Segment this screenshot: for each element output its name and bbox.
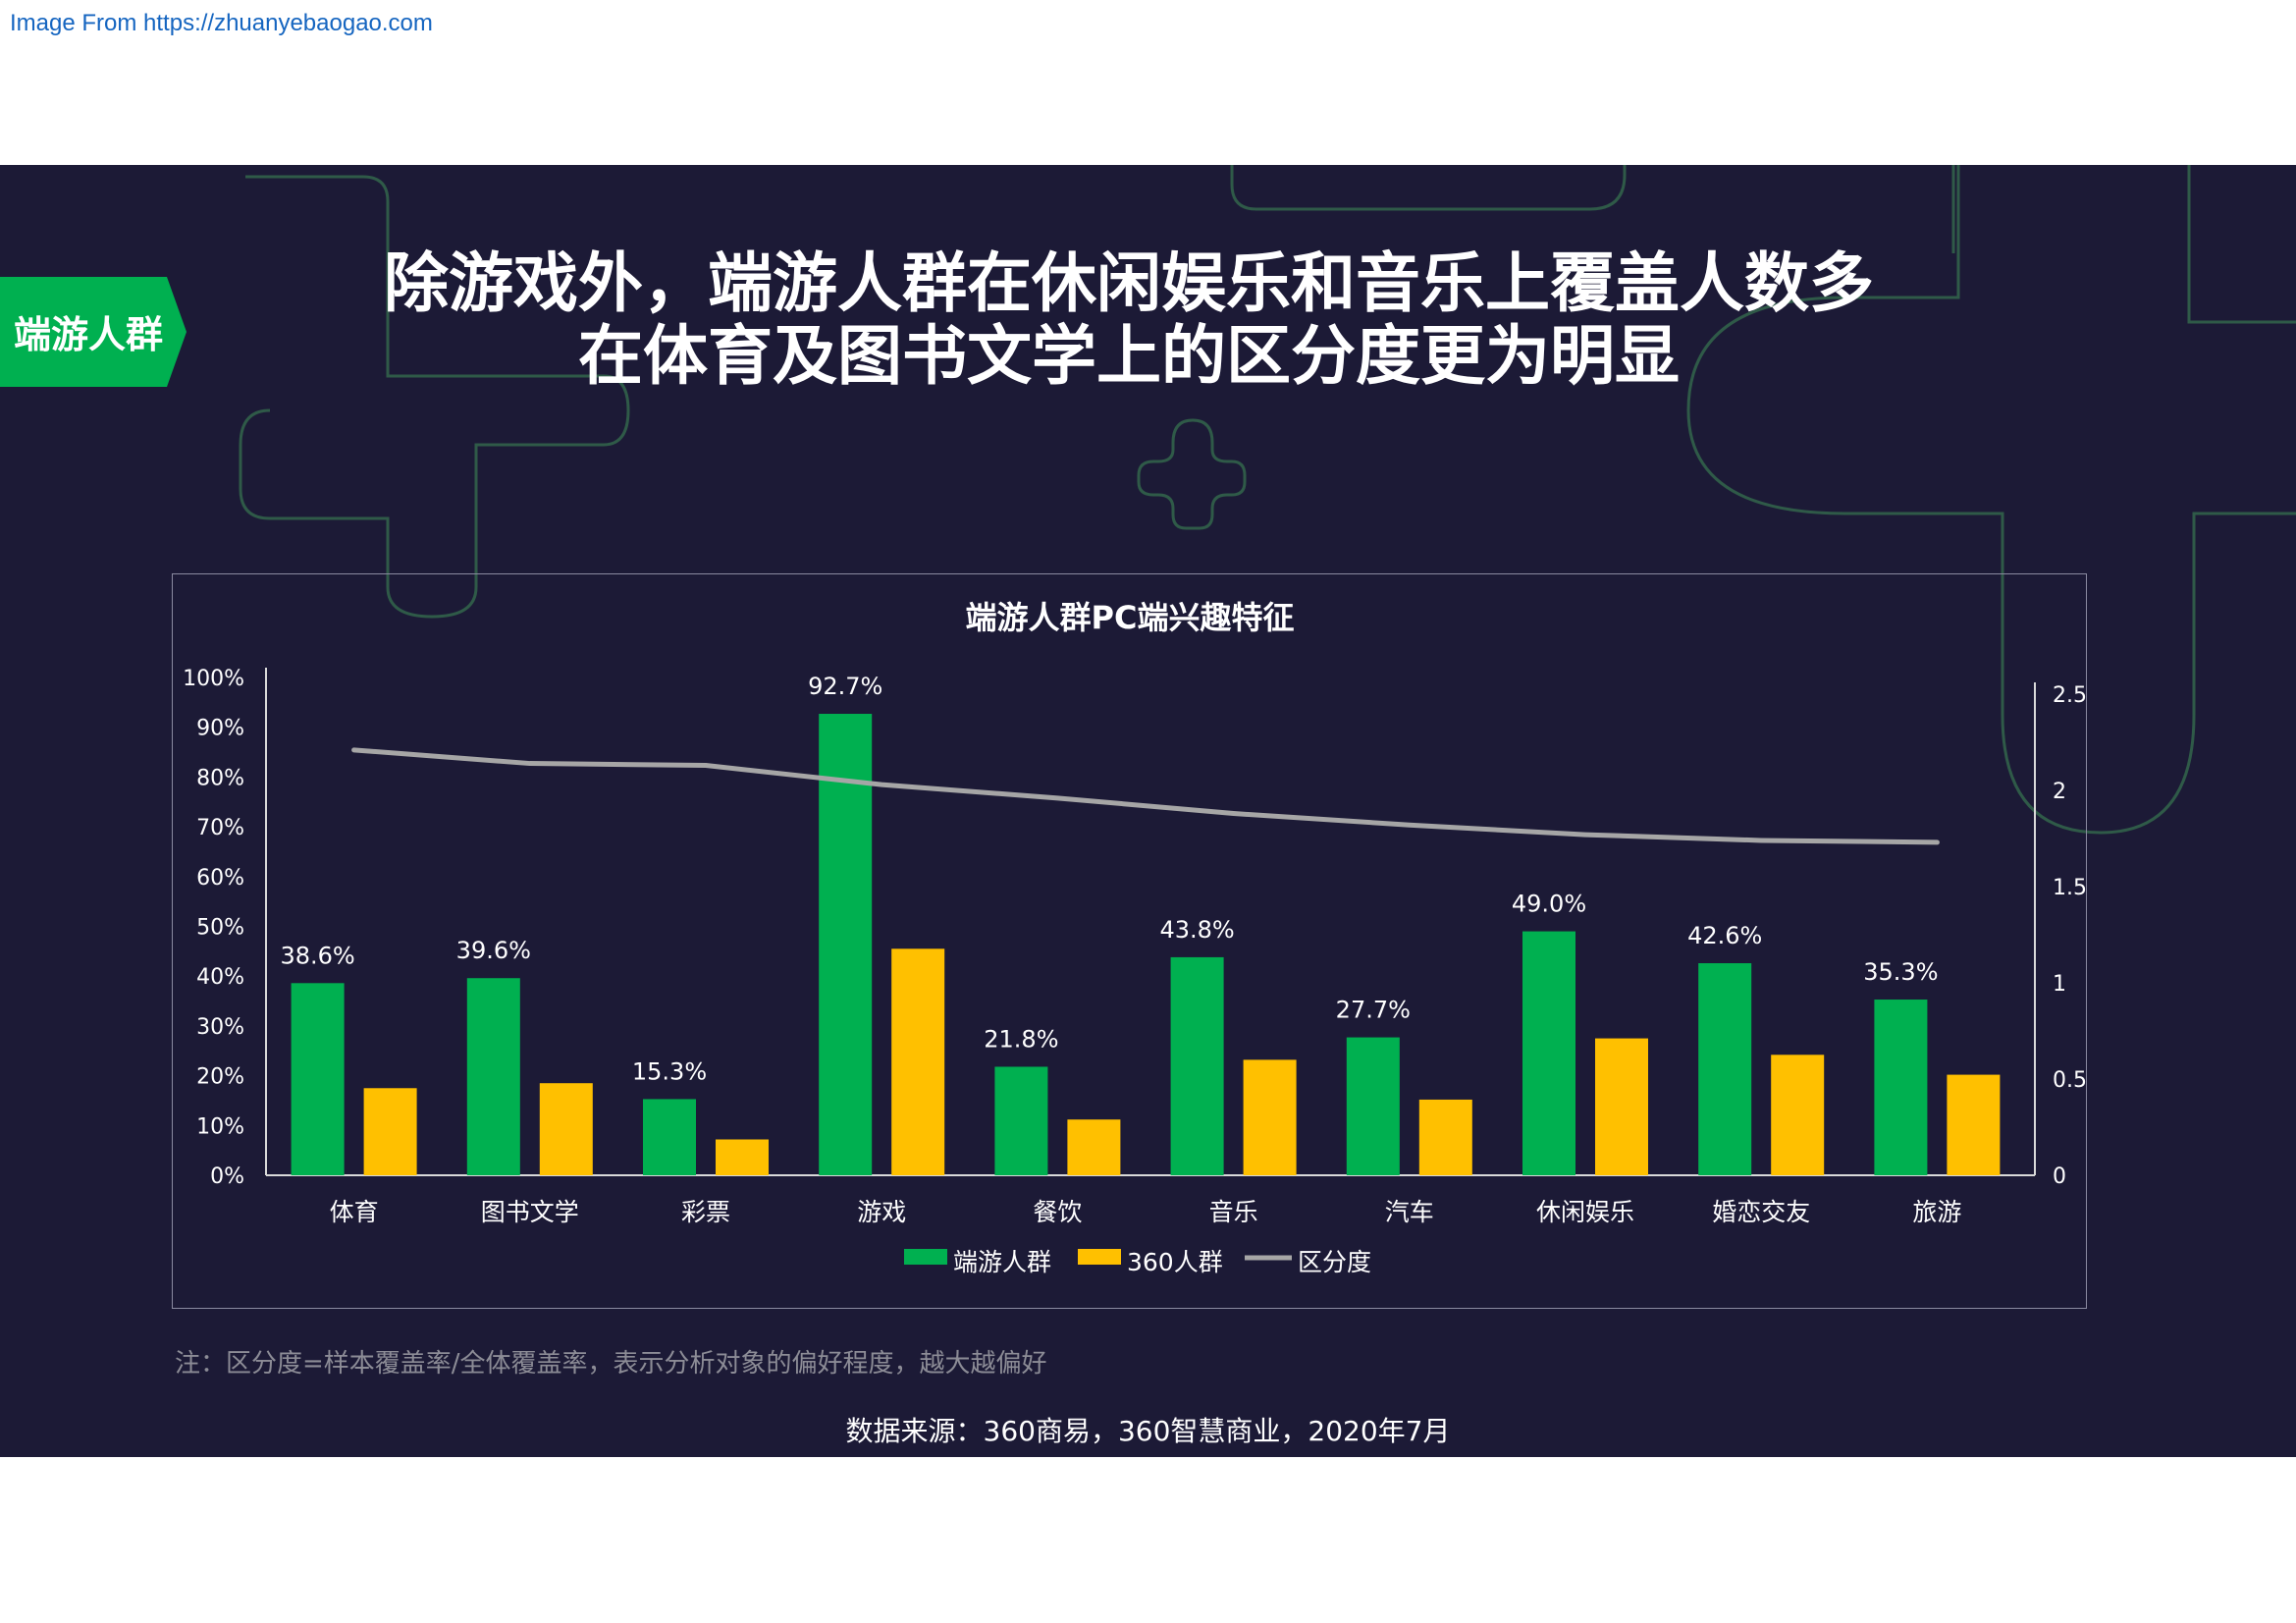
x-tick-label: 婚恋交友	[1712, 1198, 1810, 1226]
legend-label: 端游人群	[953, 1248, 1051, 1276]
bar-duanyou	[819, 714, 873, 1175]
bar-duanyou	[1522, 931, 1575, 1175]
report-slide: 端游人群 除游戏外，端游人群在休闲娱乐和音乐上覆盖人数多 在体育及图书文学上的区…	[0, 165, 2296, 1457]
x-tick-label: 汽车	[1385, 1198, 1434, 1226]
bar-data-label: 15.3%	[632, 1057, 707, 1085]
source-watermark[interactable]: Image From https://zhuanyebaogao.com	[10, 10, 433, 36]
bar-360	[539, 1083, 593, 1175]
y-left-tick-label: 30%	[196, 1015, 244, 1040]
y-right-tick-label: 0.5	[2053, 1068, 2087, 1093]
bar-duanyou	[1346, 1037, 1400, 1175]
x-tick-label: 餐饮	[1033, 1198, 1082, 1226]
bar-duanyou	[291, 983, 345, 1175]
bar-duanyou	[1874, 1000, 1928, 1175]
footnote: 注：区分度=样本覆盖率/全体覆盖率，表示分析对象的偏好程度，越大越偏好	[175, 1349, 1047, 1379]
x-tick-label: 音乐	[1209, 1198, 1258, 1226]
legend-swatch-360	[1078, 1249, 1121, 1265]
slide-headline: 除游戏外，端游人群在休闲娱乐和音乐上覆盖人数多 在体育及图书文学上的区分度更为明…	[294, 247, 1963, 393]
tag-label: 端游人群	[14, 313, 164, 356]
y-left-tick-label: 90%	[196, 717, 244, 741]
bar-360	[1243, 1059, 1297, 1175]
x-tick-label: 体育	[330, 1198, 379, 1226]
chart-panel: 端游人群PC端兴趣特征 0% 10% 20% 30% 40% 50% 60% 70% 80% 90%…	[172, 573, 2087, 1309]
bar-data-label: 39.6%	[456, 937, 531, 964]
y-right-tick-label: 2.5	[2053, 683, 2087, 708]
y-left-tick-label: 20%	[196, 1065, 244, 1090]
interest-chart: 端游人群PC端兴趣特征 0% 10% 20% 30% 40% 50% 60% 70% 80% 90%…	[183, 599, 2087, 1276]
bar-duanyou	[1698, 963, 1752, 1175]
x-tick-label: 彩票	[681, 1198, 730, 1226]
y-left-tick-label: 0%	[210, 1164, 244, 1189]
bar-360	[891, 948, 945, 1175]
tag-arrow-shape	[0, 277, 187, 387]
bar-duanyou	[994, 1066, 1048, 1175]
y-right-tick-label: 1.5	[2053, 876, 2087, 900]
bar-data-label: 92.7%	[808, 673, 882, 700]
y-left-tick-label: 70%	[196, 816, 244, 840]
bar-duanyou	[466, 978, 520, 1175]
x-tick-label: 图书文学	[481, 1198, 579, 1226]
y-right-tick-label: 1	[2053, 972, 2066, 997]
y-right-tick-label: 2	[2053, 780, 2066, 804]
bar-data-label: 43.8%	[1159, 916, 1234, 944]
y-left-tick-label: 60%	[196, 866, 244, 891]
section-tag: 端游人群	[0, 277, 187, 387]
bar-360	[1595, 1038, 1648, 1175]
bar-duanyou	[1170, 956, 1224, 1175]
bar-data-label: 35.3%	[1863, 958, 1938, 986]
legend-swatch-duanyou	[904, 1249, 947, 1265]
bar-360	[716, 1139, 769, 1175]
bar-360	[1418, 1099, 1472, 1175]
headline-line-1: 除游戏外，端游人群在休闲娱乐和音乐上覆盖人数多	[384, 245, 1874, 321]
x-tick-label: 游戏	[857, 1198, 906, 1226]
y-left-tick-label: 10%	[196, 1114, 244, 1139]
chart-title: 端游人群PC端兴趣特征	[966, 599, 1295, 636]
bar-360	[363, 1088, 417, 1175]
data-source: 数据来源：360商易，360智慧商业，2020年7月	[845, 1415, 1451, 1447]
x-tick-label: 旅游	[1912, 1198, 1961, 1226]
bar-data-label: 38.6%	[280, 942, 354, 969]
line-series-qufendu	[351, 747, 1940, 845]
bar-duanyou	[643, 1099, 696, 1175]
bar-360	[1067, 1119, 1121, 1175]
y-left-tick-label: 80%	[196, 766, 244, 790]
y-left-tick-label: 40%	[196, 965, 244, 990]
bar-data-label: 21.8%	[984, 1025, 1058, 1053]
headline-line-2: 在体育及图书文学上的区分度更为明显	[578, 318, 1680, 394]
y-left-tick-label: 100%	[183, 667, 244, 691]
legend-label: 区分度	[1298, 1248, 1371, 1276]
bar-data-label: 49.0%	[1512, 891, 1586, 918]
legend-label: 360人群	[1127, 1248, 1223, 1276]
y-right-tick-label: 0	[2053, 1164, 2066, 1189]
decorative-cross-shapes	[239, 165, 2296, 835]
bar-data-label: 27.7%	[1336, 997, 1411, 1024]
bar-360	[1771, 1055, 1825, 1175]
x-tick-label: 休闲娱乐	[1536, 1198, 1634, 1226]
y-left-tick-label: 50%	[196, 916, 244, 941]
bar-360	[1947, 1074, 2001, 1175]
bar-data-label: 42.6%	[1687, 922, 1762, 949]
